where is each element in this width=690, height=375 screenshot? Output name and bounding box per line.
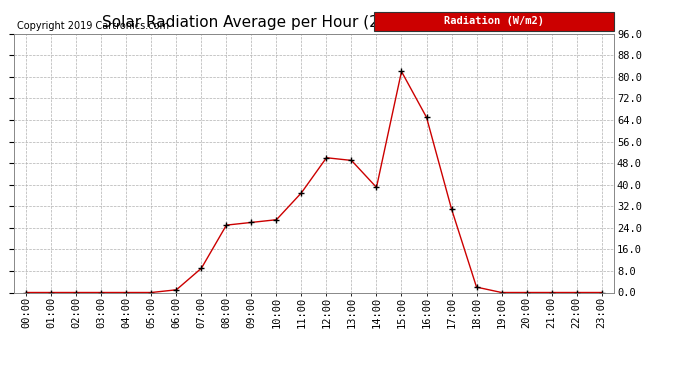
Text: Radiation (W/m2): Radiation (W/m2) [444, 16, 544, 27]
Title: Solar Radiation Average per Hour (24 Hours) 20190207: Solar Radiation Average per Hour (24 Hou… [102, 15, 526, 30]
FancyBboxPatch shape [374, 12, 614, 31]
Text: Copyright 2019 Cartronics.com: Copyright 2019 Cartronics.com [17, 21, 169, 31]
